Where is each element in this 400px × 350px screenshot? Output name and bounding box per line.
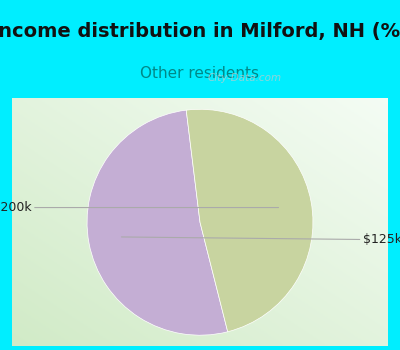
Text: City-Data.com: City-Data.com (208, 73, 282, 83)
Text: Other residents: Other residents (140, 66, 260, 81)
Text: $125k: $125k (122, 233, 400, 246)
Text: > $200k: > $200k (0, 201, 278, 214)
Wedge shape (87, 110, 228, 335)
Text: Income distribution in Milford, NH (%): Income distribution in Milford, NH (%) (0, 22, 400, 41)
Wedge shape (186, 109, 313, 332)
